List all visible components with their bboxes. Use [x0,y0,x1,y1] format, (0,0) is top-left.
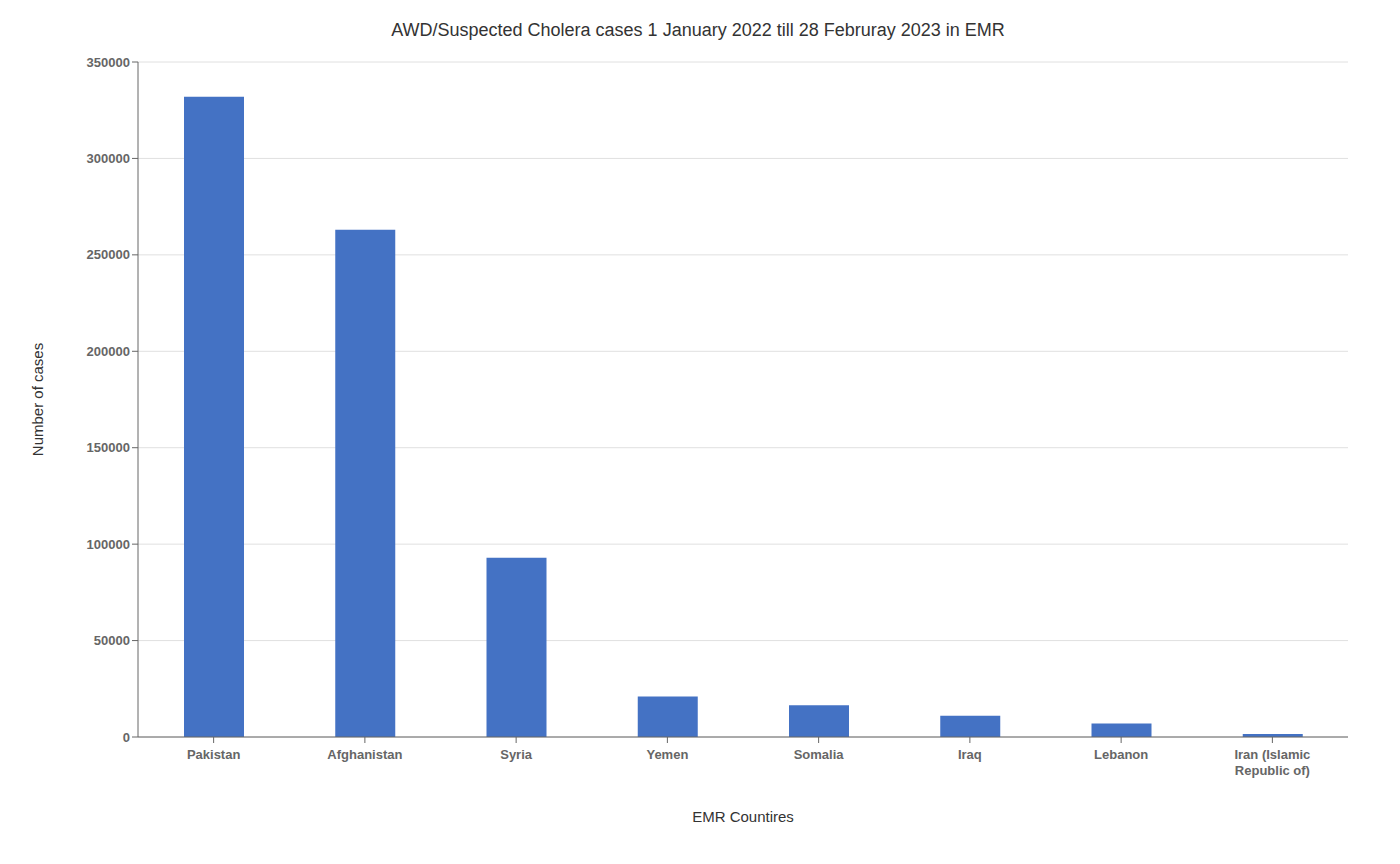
svg-text:Lebanon: Lebanon [1094,747,1148,762]
svg-text:200000: 200000 [87,344,130,359]
svg-text:Afghanistan: Afghanistan [327,747,402,762]
svg-text:250000: 250000 [87,247,130,262]
svg-text:50000: 50000 [94,633,130,648]
svg-text:EMR Countires: EMR Countires [692,808,794,825]
svg-text:Iraq: Iraq [958,747,982,762]
svg-text:Somalia: Somalia [794,747,845,762]
svg-text:0: 0 [123,730,130,745]
svg-text:300000: 300000 [87,151,130,166]
svg-text:Yemen: Yemen [646,747,688,762]
svg-text:100000: 100000 [87,537,130,552]
svg-text:Iran (IslamicRepublic of): Iran (IslamicRepublic of) [1234,747,1310,778]
svg-text:Syria: Syria [500,747,533,762]
svg-text:350000: 350000 [87,55,130,70]
svg-text:150000: 150000 [87,440,130,455]
svg-text:Pakistan: Pakistan [187,747,241,762]
html-text:AWD/Suspected Cholera cases 1: AWD/Suspected Cholera cases 1 January 20… [391,20,1005,40]
svg-text:Number of cases: Number of cases [29,343,46,456]
